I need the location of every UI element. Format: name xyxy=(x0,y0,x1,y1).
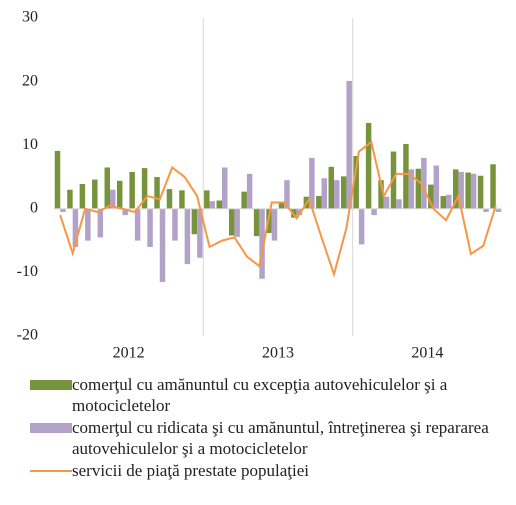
bar xyxy=(353,156,359,209)
bar xyxy=(259,208,265,279)
y-tick-label: 10 xyxy=(22,136,38,153)
legend: comerţul cu amănuntul cu excepţia autove… xyxy=(30,374,516,482)
legend-label: servicii de piaţă prestate populaţiei xyxy=(72,461,309,480)
bar xyxy=(253,208,260,237)
bar xyxy=(85,208,91,241)
bar xyxy=(296,208,303,216)
bar xyxy=(228,208,235,236)
bar xyxy=(470,173,477,209)
legend-swatch xyxy=(30,470,72,472)
bar xyxy=(116,180,123,209)
bar xyxy=(428,184,434,209)
bar xyxy=(179,190,185,209)
bar xyxy=(309,157,315,209)
bar xyxy=(358,208,365,245)
bar xyxy=(440,196,446,209)
bar xyxy=(371,208,377,216)
bar xyxy=(67,189,73,209)
bar xyxy=(241,191,247,209)
y-tick-label: 30 xyxy=(22,9,38,26)
bar xyxy=(234,208,240,237)
bar xyxy=(465,172,471,209)
bar xyxy=(396,199,402,209)
bar xyxy=(458,171,464,209)
bar xyxy=(383,196,390,209)
bar xyxy=(79,183,86,209)
y-tick-label: 0 xyxy=(30,199,38,216)
bar xyxy=(209,201,216,209)
x-tick-label: 2012 xyxy=(113,345,145,362)
bar xyxy=(184,208,191,265)
bar xyxy=(166,189,173,209)
bar xyxy=(452,169,459,209)
legend-swatch xyxy=(30,380,72,390)
legend-swatch xyxy=(30,423,72,433)
bar xyxy=(147,208,153,247)
bar xyxy=(92,179,98,209)
x-tick-label: 2013 xyxy=(262,345,294,362)
line xyxy=(59,140,497,278)
bar xyxy=(490,164,496,209)
bar xyxy=(403,143,409,209)
legend-label: comerţul cu amănuntul cu excepţia autove… xyxy=(72,375,448,415)
bar xyxy=(60,208,66,212)
bar xyxy=(334,180,340,209)
bar xyxy=(110,189,116,209)
x-tick-label: 2014 xyxy=(411,345,443,362)
bar xyxy=(495,208,502,212)
bar xyxy=(141,168,148,209)
bar xyxy=(408,169,415,209)
bar xyxy=(328,166,334,209)
bar xyxy=(346,80,352,209)
y-tick-label: -10 xyxy=(17,263,38,280)
legend-item: comerţul cu amănuntul cu excepţia autove… xyxy=(30,374,516,416)
bar xyxy=(415,168,422,209)
bar xyxy=(122,208,128,216)
bar xyxy=(278,202,285,209)
bar xyxy=(477,175,484,209)
y-tick-label: 20 xyxy=(22,72,38,89)
bar xyxy=(340,176,347,209)
bar xyxy=(421,157,427,209)
bar xyxy=(222,167,228,209)
bar xyxy=(172,208,178,241)
bar xyxy=(246,173,253,209)
bar xyxy=(378,180,384,209)
bar xyxy=(54,150,61,209)
legend-item: servicii de piaţă prestate populaţiei xyxy=(30,460,516,481)
legend-item: comerţul cu ridicata şi cu amănuntul, în… xyxy=(30,417,516,459)
bar xyxy=(271,208,278,241)
bar xyxy=(154,177,160,209)
bar xyxy=(204,190,210,209)
bar xyxy=(129,171,135,209)
bar xyxy=(446,194,452,209)
bar xyxy=(365,122,372,209)
bar xyxy=(216,200,222,209)
bar xyxy=(191,208,198,235)
bar xyxy=(483,208,489,212)
bar xyxy=(97,208,104,238)
bar xyxy=(284,180,290,209)
bar xyxy=(321,178,328,209)
bar xyxy=(72,208,79,247)
bar xyxy=(316,196,322,209)
bar xyxy=(197,208,203,258)
bar xyxy=(104,167,110,209)
legend-label: comerţul cu ridicata şi cu amănuntul, în… xyxy=(72,418,489,458)
chart: -20 -10 0 10 20 30 2012 2013 2014 xyxy=(17,9,502,362)
bar xyxy=(134,208,141,241)
bar xyxy=(159,208,166,282)
bar xyxy=(433,165,440,209)
y-tick-label: -20 xyxy=(17,327,38,344)
